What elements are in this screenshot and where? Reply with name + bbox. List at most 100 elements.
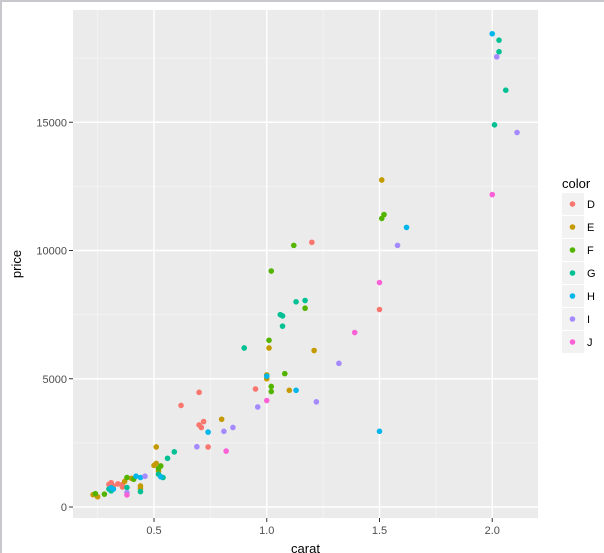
data-point-H bbox=[133, 473, 139, 480]
data-point-J bbox=[489, 191, 496, 198]
data-point-D bbox=[196, 389, 202, 396]
x-axis: 0.5 1.0 1.5 2.0 bbox=[146, 518, 500, 537]
data-point-D bbox=[200, 418, 207, 425]
data-point-F bbox=[124, 474, 130, 481]
data-point-E bbox=[218, 416, 225, 423]
data-point-E bbox=[153, 460, 160, 467]
data-point-F bbox=[101, 491, 108, 497]
data-point-I bbox=[514, 129, 520, 136]
data-point-H bbox=[293, 387, 299, 394]
data-point-H bbox=[205, 429, 211, 435]
legend-swatch-icon bbox=[569, 201, 576, 207]
data-point-F bbox=[302, 305, 308, 312]
legend-label-G: G bbox=[587, 268, 596, 280]
data-point-E bbox=[153, 444, 160, 450]
data-point-F bbox=[281, 370, 288, 377]
legend-swatch-icon bbox=[569, 293, 576, 299]
data-point-I bbox=[142, 473, 148, 480]
data-point-D bbox=[198, 424, 205, 431]
data-point-G bbox=[302, 297, 308, 304]
grid-minor bbox=[73, 10, 538, 518]
data-point-D bbox=[115, 481, 121, 487]
data-point-G bbox=[496, 48, 502, 55]
legend-label-F: F bbox=[587, 245, 594, 257]
data-point-G bbox=[164, 455, 171, 462]
data-point-H bbox=[110, 486, 117, 492]
data-point-H bbox=[403, 224, 410, 231]
legend-label-D: D bbox=[587, 199, 595, 211]
y-tick-label: 5000 bbox=[43, 374, 67, 386]
data-point-H bbox=[157, 473, 164, 480]
data-point-E bbox=[378, 177, 385, 183]
data-point-I bbox=[313, 399, 320, 405]
x-tick-label: 1.5 bbox=[372, 525, 387, 537]
data-point-F bbox=[268, 388, 275, 395]
legend-swatch-icon bbox=[569, 339, 576, 345]
data-point-I bbox=[254, 404, 261, 410]
data-point-E bbox=[286, 387, 293, 394]
data-point-G bbox=[279, 313, 286, 319]
data-point-G bbox=[496, 37, 502, 43]
data-point-H bbox=[263, 373, 270, 379]
x-tick-label: 1.0 bbox=[259, 525, 274, 537]
data-point-I bbox=[194, 443, 200, 450]
y-tick-label: 10000 bbox=[36, 246, 67, 258]
data-point-H bbox=[376, 428, 383, 435]
data-point-G bbox=[137, 488, 144, 495]
data-point-F bbox=[155, 465, 162, 472]
window-border-left bbox=[0, 0, 2, 553]
data-point-D bbox=[309, 239, 315, 246]
data-point-J bbox=[376, 279, 383, 286]
y-axis-title: price bbox=[9, 250, 24, 278]
plot-panel bbox=[73, 10, 538, 518]
data-point-J bbox=[351, 329, 358, 336]
x-tick-label: 2.0 bbox=[485, 525, 500, 537]
data-point-F bbox=[268, 268, 275, 274]
data-point-E bbox=[266, 345, 272, 351]
data-point-F bbox=[268, 383, 275, 390]
data-point-F bbox=[381, 211, 387, 218]
data-point-H bbox=[489, 30, 496, 37]
data-point-D bbox=[205, 444, 211, 450]
data-point-G bbox=[491, 122, 498, 128]
data-point-H bbox=[137, 474, 144, 481]
data-point-G bbox=[171, 449, 178, 455]
legend-label-I: I bbox=[587, 314, 590, 326]
legend-title: color bbox=[562, 176, 591, 191]
data-point-I bbox=[493, 54, 500, 60]
data-point-I bbox=[230, 424, 236, 431]
x-tick-label: 0.5 bbox=[146, 525, 161, 537]
data-point-I bbox=[336, 360, 342, 367]
grid-major bbox=[73, 10, 538, 518]
legend-swatch-icon bbox=[569, 270, 576, 276]
data-point-F bbox=[291, 242, 297, 249]
data-point-J bbox=[263, 397, 270, 404]
data-point-F bbox=[92, 490, 99, 497]
data-point-E bbox=[311, 347, 317, 354]
data-point-G bbox=[279, 323, 286, 329]
data-point-D bbox=[178, 402, 184, 409]
data-point-D bbox=[252, 386, 259, 392]
data-point-D bbox=[376, 306, 383, 313]
data-point-I bbox=[221, 428, 227, 435]
legend-swatch-icon bbox=[569, 247, 576, 253]
data-point-J bbox=[124, 492, 130, 498]
data-point-G bbox=[502, 87, 509, 93]
data-point-G bbox=[124, 484, 130, 491]
y-tick-label: 15000 bbox=[36, 117, 67, 129]
legend-label-H: H bbox=[587, 291, 595, 303]
legend-swatch-icon bbox=[569, 316, 576, 322]
data-point-G bbox=[241, 345, 247, 351]
legend-swatch-icon bbox=[569, 224, 576, 230]
y-axis: 0 5000 10000 15000 bbox=[36, 117, 73, 514]
x-axis-title: carat bbox=[291, 541, 320, 553]
legend-label-J: J bbox=[587, 337, 593, 349]
data-point-J bbox=[223, 448, 229, 454]
data-points bbox=[90, 30, 520, 500]
data-point-G bbox=[293, 299, 299, 305]
y-tick-label: 0 bbox=[61, 502, 67, 514]
legend-label-E: E bbox=[587, 222, 594, 234]
